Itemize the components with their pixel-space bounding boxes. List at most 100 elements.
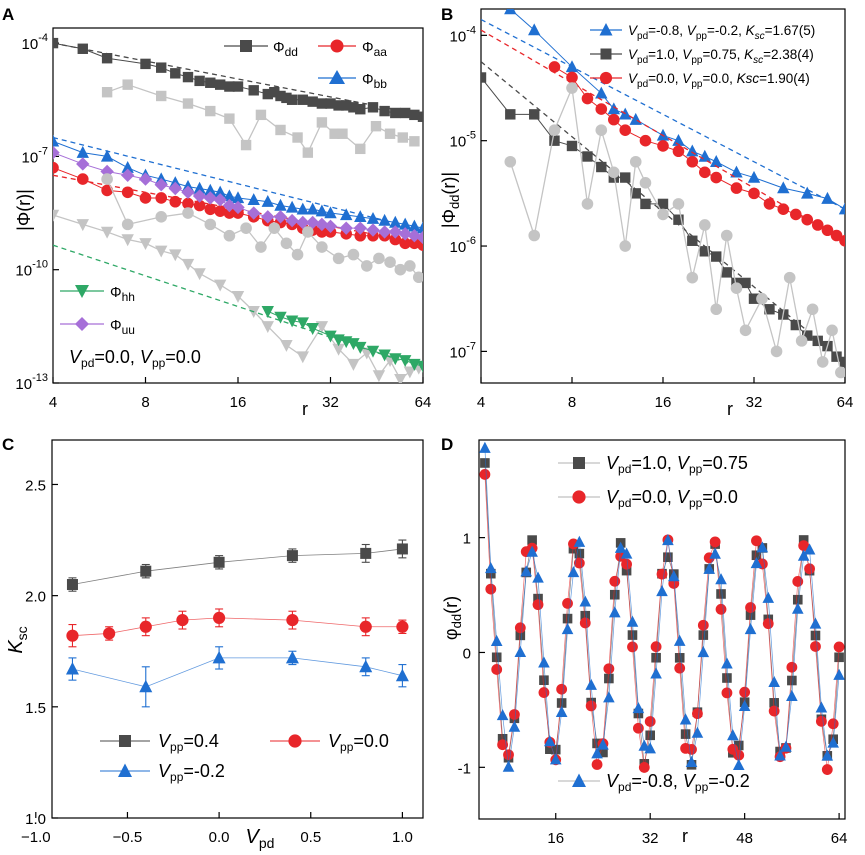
panel-a-point-6 [347,358,360,371]
panel-d-point-1 [644,716,656,727]
panel-b-point-1 [730,182,743,194]
legend-a-uu-sub: uu [122,323,135,337]
ann-a-eq2: =0.0 [165,347,201,367]
legend-c-marker [118,763,132,777]
panel-b-point-1 [839,234,845,247]
panel-d-point-0 [627,630,638,640]
panel-a-point-5 [155,211,168,223]
panel-b-point-0 [528,23,541,36]
panel-a-point-1 [224,113,235,124]
panel-a-point-6 [121,234,134,247]
panel-b-xtick-label: 4 [477,394,485,411]
panel-d-point-0 [633,708,644,719]
panel-c-point-0 [213,556,225,568]
panel-d-point-1 [503,749,514,761]
panel-a-point-4 [154,178,168,192]
panel-d-point-2 [803,543,816,555]
panel-c-ytick-label: 1.5 [25,700,46,717]
panel-d-point-0 [598,747,608,758]
panel-b-xlabel: r [727,399,733,419]
panel-b-point-1 [639,134,652,147]
panel-a-point-2 [139,192,152,204]
panel-b-ytick-label: 10-7 [450,340,476,361]
panel-a-point-0 [355,103,366,115]
panel-a-point-2 [399,237,411,250]
panel-a-point-0 [390,107,401,119]
panel-c-series-line-2 [72,657,403,688]
panel-a-point-0 [275,90,286,102]
panel-c-legend: Vpp=0.4 Vpp=0.0 Vpp=-0.2 [100,731,389,784]
panel-a-point-4 [203,191,217,205]
panel-a-point-0 [77,43,88,54]
panel-c-point-2 [212,650,226,664]
panel-a-point-7 [324,330,337,343]
legend-c-entry: Vpp=0.4 [158,731,219,754]
panel-d-point-1 [573,557,585,569]
panel-b-point-2 [802,330,813,341]
panel-b-xtick-label: 64 [837,394,854,411]
panel-a-ytick-label: 10-13 [15,372,48,393]
panel-a-point-0 [232,81,244,92]
panel-b-point-2 [529,109,540,120]
panel-b-point-0 [821,191,834,204]
panel-a-point-1 [384,128,396,139]
panel-a-point-3 [261,195,274,207]
panel-b-point-3 [770,345,783,358]
panel-a-point-0 [214,79,226,90]
panel-a-point-7 [261,306,274,318]
panel-b-point-3 [710,303,723,316]
panel-d-point-1 [739,686,751,698]
panel-b-plot-area [481,9,845,379]
panel-b-point-0 [565,60,579,73]
panel-d-point-0 [733,740,744,751]
panel-a-point-3 [296,202,309,215]
panel-d-ticks: 16 32 48 64 1 0 -1 [458,531,848,847]
panel-a-point-4 [296,215,310,230]
panel-a-point-6 [193,268,206,281]
panel-d-point-1 [591,759,603,770]
panel-a-point-3 [213,185,227,198]
panel-c-point-0 [66,579,78,591]
panel-d-point-2 [614,541,627,553]
panel-a-point-3 [285,200,299,213]
panel-b-point-2 [630,188,641,199]
panel-d-point-1 [603,663,615,675]
panel-a-point-0 [399,107,411,119]
panel-a-point-5 [182,207,194,219]
panel-c-point-1 [286,614,299,627]
panel-b-point-0 [595,86,608,99]
panel-d-point-2 [791,602,804,614]
panel-d-point-2 [774,749,786,761]
panel-a-point-1 [409,136,420,147]
panel-c-point-1 [103,627,116,640]
panel-a-point-3 [76,145,89,158]
panel-d-point-1 [815,715,827,727]
panel-b-series-line-0 [509,9,845,210]
legend-d-entry: Vpd=-0.8, Vpp=-0.2 [606,771,750,794]
panel-a-point-5 [332,252,345,265]
panel-a-point-0 [379,105,390,117]
panel-d-point-0 [580,610,591,621]
panel-a-point-7 [366,345,380,358]
panel-a-point-6 [280,340,293,352]
panel-d-point-1 [786,661,798,673]
panel-a-point-6 [315,321,329,334]
panel-a-xlabel: r [302,399,308,419]
panel-b-xtick-label: 32 [746,394,763,411]
panel-a-point-3 [204,183,217,196]
panel-a-point-2 [204,203,217,216]
panel-c-xlabel: Vpd [246,826,275,851]
panel-b-point-1 [619,124,632,136]
panel-d-point-1 [627,641,638,653]
panel-c-series-line-1 [72,617,403,637]
panel-d-point-0 [792,594,803,605]
panel-b-point-2 [596,161,607,173]
panel-d-point-0 [716,589,726,599]
legend-a-dd: Φdd [273,40,298,59]
legend-a-hh-marker [75,285,89,298]
panel-b-point-3 [629,155,642,168]
panel-c-point-0 [396,543,408,555]
panel-c-point-1 [396,620,409,633]
panel-a-point-6 [261,321,274,334]
